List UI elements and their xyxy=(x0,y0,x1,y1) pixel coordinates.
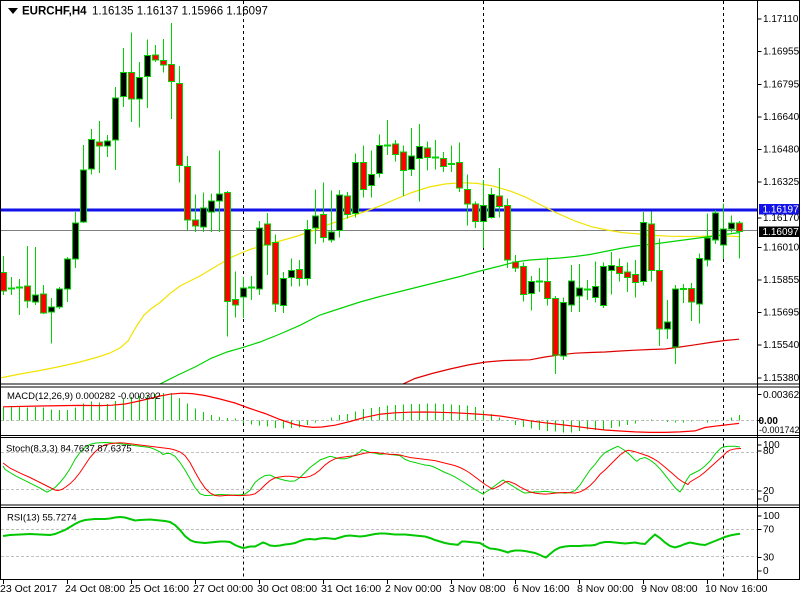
svg-text:1.16197: 1.16197 xyxy=(763,205,800,216)
svg-text:24 Oct 08:00: 24 Oct 08:00 xyxy=(65,583,125,595)
svg-text:Stoch(8,3,3) 84.7637 87.6375: Stoch(8,3,3) 84.7637 87.6375 xyxy=(6,444,132,455)
svg-text:0: 0 xyxy=(763,494,769,505)
svg-text:1.16135 1.16137 1.15966 1.1609: 1.16135 1.16137 1.15966 1.16097 xyxy=(92,6,268,18)
svg-text:0.00: 0.00 xyxy=(759,416,779,427)
svg-text:8 Nov 00:00: 8 Nov 00:00 xyxy=(577,583,634,595)
svg-text:70: 70 xyxy=(763,525,775,536)
svg-text:1.16480: 1.16480 xyxy=(763,145,800,156)
svg-text:1.16170: 1.16170 xyxy=(763,213,800,224)
svg-text:1.16795: 1.16795 xyxy=(763,80,800,91)
svg-text:1.16325: 1.16325 xyxy=(763,177,800,188)
svg-text:100: 100 xyxy=(763,440,780,451)
svg-text:1.15540: 1.15540 xyxy=(763,340,800,351)
svg-text:31 Oct 16:00: 31 Oct 16:00 xyxy=(321,583,381,595)
svg-text:1.16640: 1.16640 xyxy=(763,112,800,123)
svg-text:30: 30 xyxy=(763,553,775,564)
svg-text:80: 80 xyxy=(763,446,775,457)
svg-text:25 Oct 16:00: 25 Oct 16:00 xyxy=(129,583,189,595)
svg-text:1.15695: 1.15695 xyxy=(763,308,800,319)
svg-text:RSI(13) 55.7274: RSI(13) 55.7274 xyxy=(7,513,77,524)
svg-text:1.16097: 1.16097 xyxy=(763,227,800,238)
svg-text:1.17110: 1.17110 xyxy=(763,14,799,25)
svg-text:1.15855: 1.15855 xyxy=(763,275,800,286)
svg-text:0.00362: 0.00362 xyxy=(763,390,800,401)
svg-text:23 Oct 2017: 23 Oct 2017 xyxy=(0,583,57,595)
svg-text:EURCHF,H4: EURCHF,H4 xyxy=(22,6,87,18)
svg-text:1.16010: 1.16010 xyxy=(763,243,800,254)
svg-text:30 Oct 08:00: 30 Oct 08:00 xyxy=(257,583,317,595)
svg-text:1.15380: 1.15380 xyxy=(763,373,800,384)
svg-text:27 Oct 00:00: 27 Oct 00:00 xyxy=(193,583,253,595)
svg-text:6 Nov 16:00: 6 Nov 16:00 xyxy=(513,583,570,595)
svg-text:MACD(12,26,9) 0.000282 -0.0003: MACD(12,26,9) 0.000282 -0.000302 xyxy=(7,391,161,402)
svg-text:2 Nov 00:00: 2 Nov 00:00 xyxy=(385,583,442,595)
svg-text:20: 20 xyxy=(763,486,775,497)
svg-text:3 Nov 08:00: 3 Nov 08:00 xyxy=(449,583,506,595)
svg-text:100: 100 xyxy=(763,511,780,522)
svg-text:10 Nov 16:00: 10 Nov 16:00 xyxy=(705,583,768,595)
svg-text:1.16955: 1.16955 xyxy=(763,47,800,58)
svg-text:0: 0 xyxy=(763,566,769,577)
svg-text:-0.001742: -0.001742 xyxy=(759,425,800,435)
svg-text:9 Nov 08:00: 9 Nov 08:00 xyxy=(641,583,698,595)
